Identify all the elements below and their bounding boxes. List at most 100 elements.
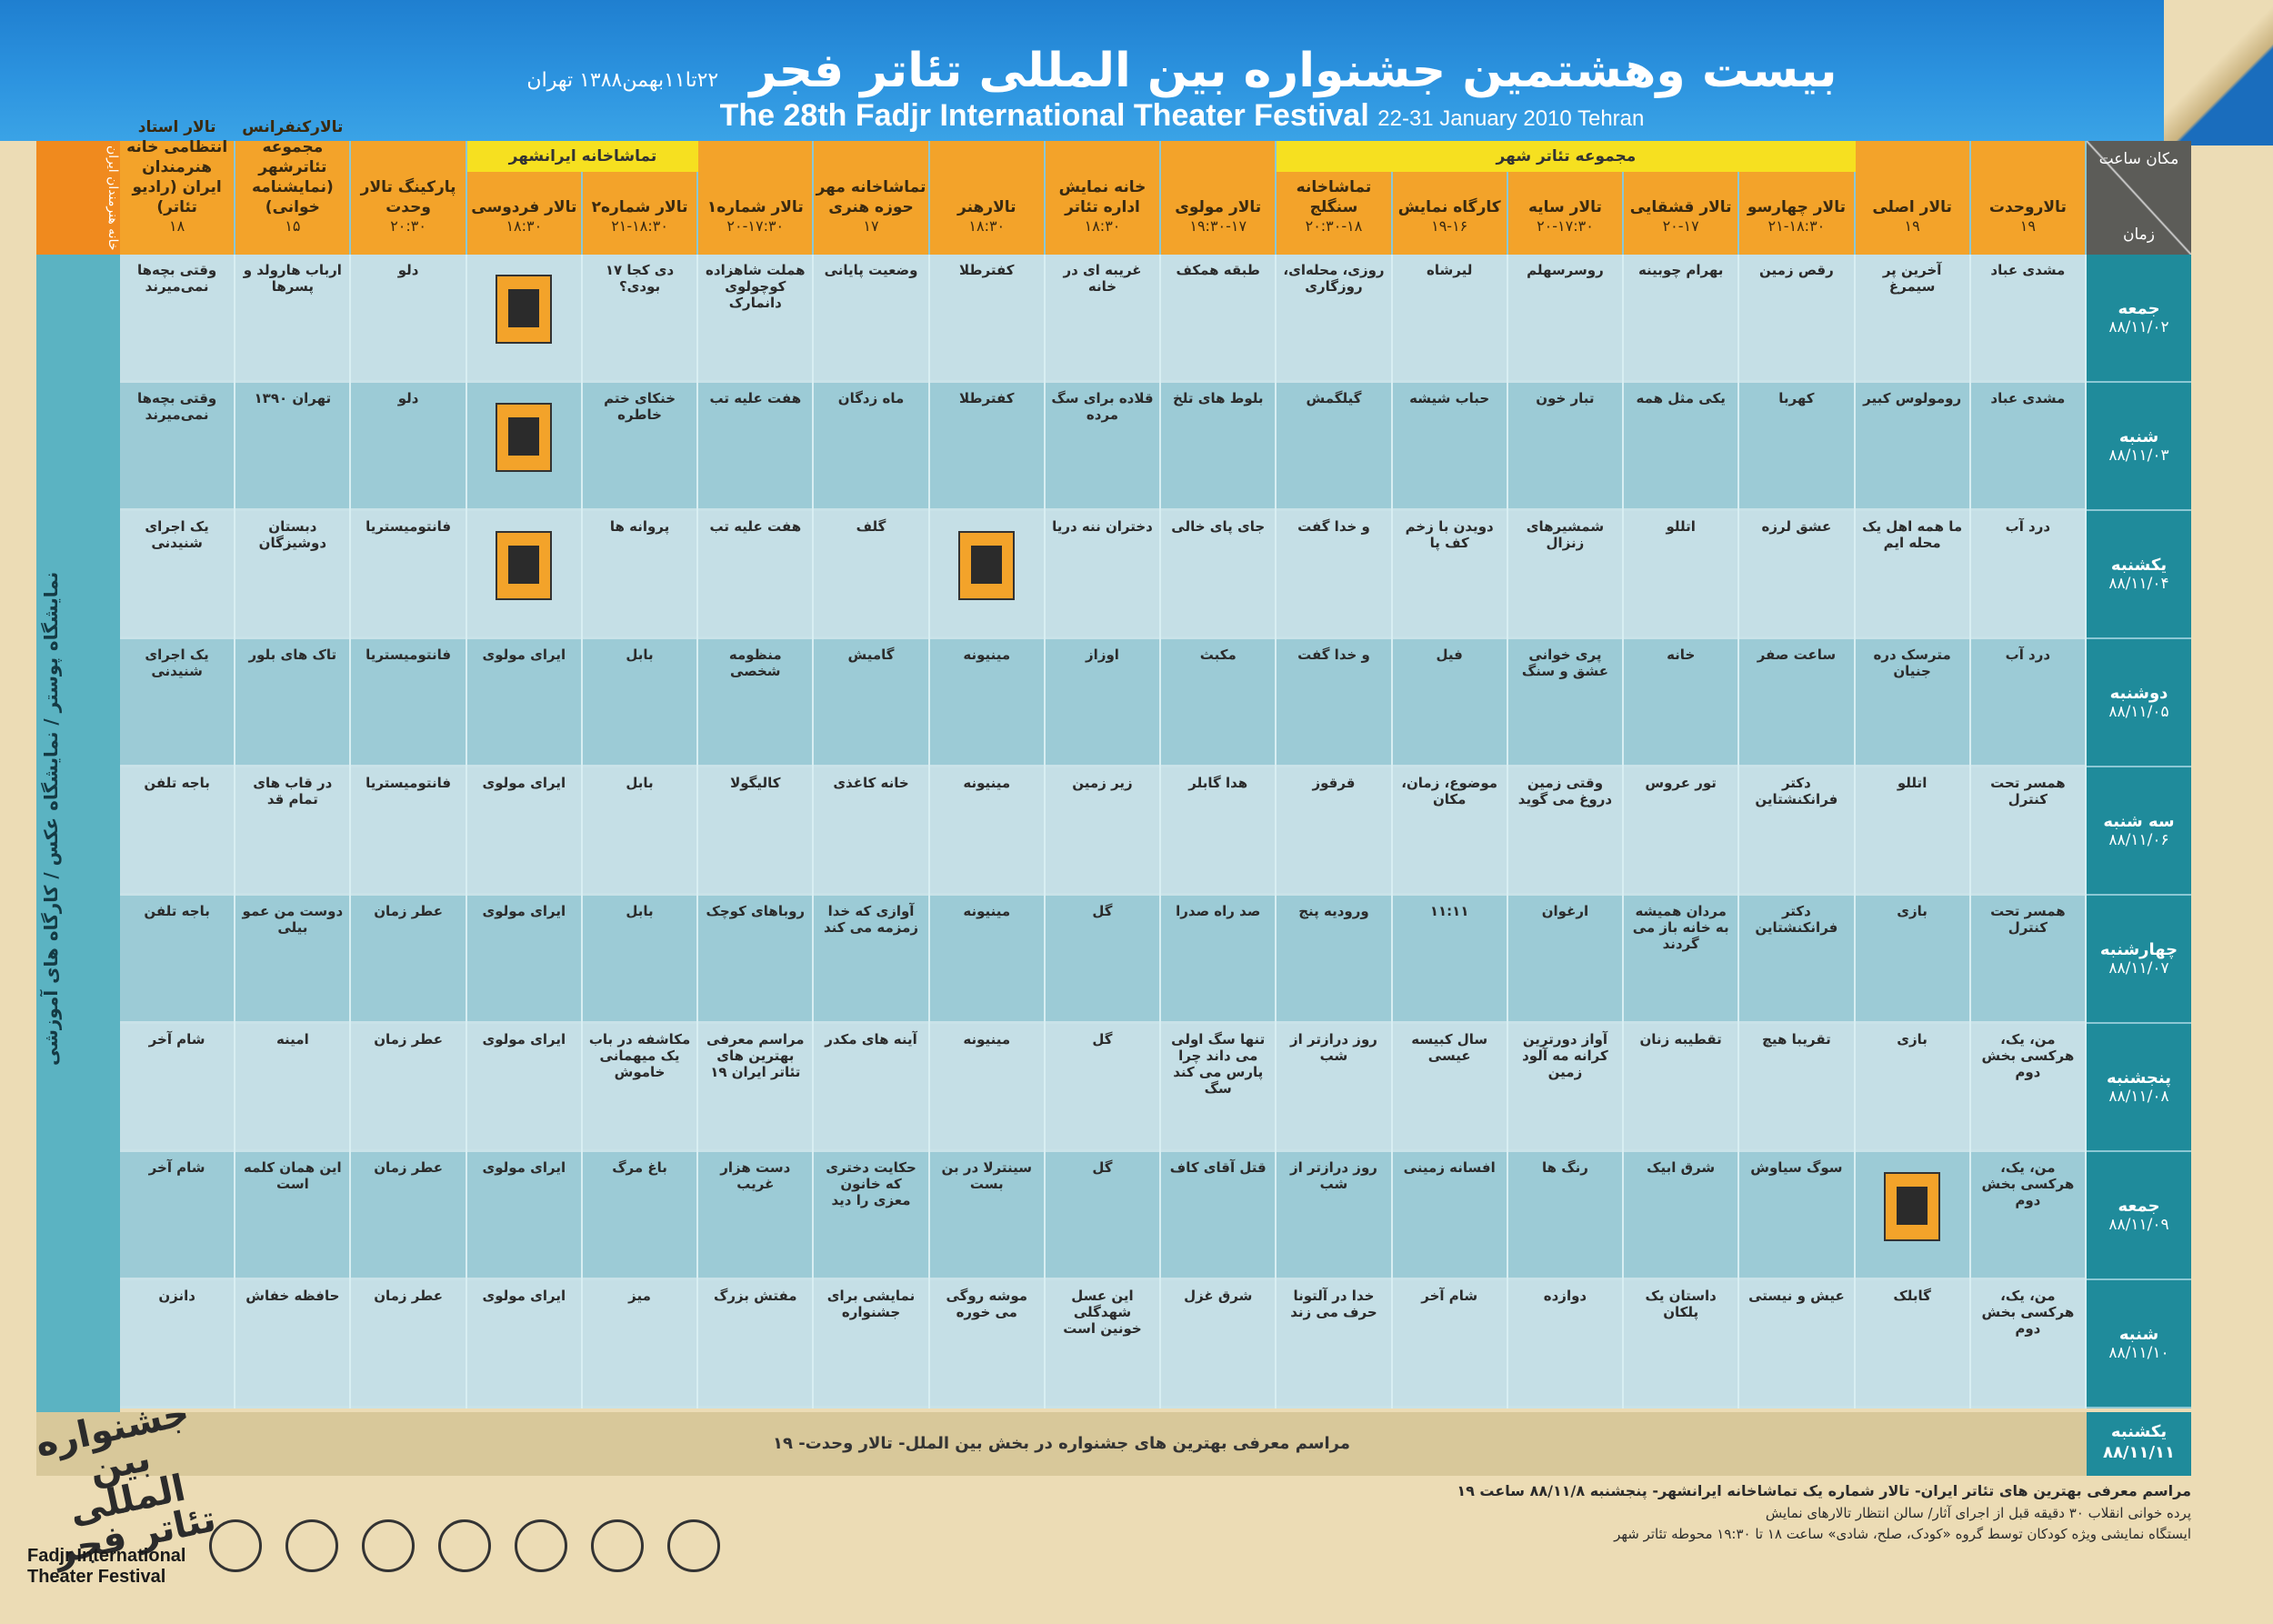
venue-name: تالار مولوی — [1175, 198, 1262, 217]
play-title: فانتومیستریا — [365, 647, 452, 663]
schedule-cell: گل — [1046, 896, 1162, 1024]
sponsor-logo-icon — [591, 1519, 644, 1572]
schedule-cell: تنها سگ اولی می داند چرا پارس می کند سگ — [1161, 1024, 1277, 1152]
day-label: سه شنبه ۸۸/۱۱/۰۶ — [2087, 767, 2191, 896]
play-title: بابل — [626, 775, 654, 791]
play-title: هملت شاهزاده کوچولوی دانمارک — [706, 262, 806, 311]
schedule-cell: مکبث — [1161, 639, 1277, 767]
play-title: و خدا گفت — [1297, 647, 1370, 663]
play-title: سوگ سیاوش — [1750, 1159, 1843, 1176]
play-title: مینیونه — [963, 1031, 1011, 1048]
schedule-cell: سال کبیسه عیسی — [1393, 1024, 1508, 1152]
schedule-cell: سوگ سیاوش — [1739, 1152, 1856, 1280]
schedule-cell: وقتی بچه‌ها نمی‌میرند — [120, 255, 236, 383]
schedule-cell: امینه — [235, 1024, 352, 1152]
schedule-cell: این همان کلمه است — [235, 1152, 352, 1280]
play-title: روباهای کوچک — [706, 903, 806, 919]
schedule-cell: دانزن — [120, 1280, 236, 1408]
schedule-cell: حکایت دختری که خانون معزی را دید — [814, 1152, 930, 1280]
play-title: مترسک دره جنیان — [1873, 647, 1951, 679]
play-title: کالیگولا — [730, 775, 781, 791]
venue-time: ۱۷ — [863, 217, 879, 236]
schedule-cell: شمشیرهای زنزال — [1508, 511, 1625, 639]
schedule-cell — [467, 383, 583, 511]
schedule-cell: میز — [583, 1280, 699, 1408]
festival-poster-icon — [496, 531, 553, 600]
venue-name: پارکینگ تالار وحدت — [360, 178, 456, 217]
schedule-cell: قلاده برای سگ مرده — [1046, 383, 1162, 511]
schedule-cell: خانه کاغذی — [814, 767, 930, 896]
schedule-cell — [1856, 1152, 1971, 1280]
play-title: خدا در آلتونا حرف می زند — [1290, 1288, 1377, 1320]
venue-name: تماشاخانه سنگلج — [1296, 178, 1372, 217]
venue-time: ۱۸:۳۰ — [968, 217, 1006, 236]
venue-name: تماشاخانه مهر حوزه هنری — [816, 178, 926, 217]
schedule-cell: بازی — [1856, 896, 1971, 1024]
title-english: The 28th Fadjr International Theater Fes… — [509, 98, 1855, 134]
banner-curl — [2164, 0, 2273, 145]
play-title: امینه — [275, 1031, 309, 1048]
schedule-cell: دکتر فرانکنشتاین — [1739, 896, 1856, 1024]
left-column-header: خانه هنرمندان ایران — [36, 141, 120, 255]
festival-signature-english: Fadjr International Theater Festival — [27, 1546, 186, 1587]
schedule-cell: درد آب — [1971, 511, 2087, 639]
festival-poster-icon — [496, 403, 553, 472]
play-title: افسانه زمینی — [1403, 1159, 1496, 1176]
venue-name: تالار چهارسو — [1747, 198, 1846, 217]
day-label: جمعه ۸۸/۱۱/۰۹ — [2087, 1152, 2191, 1280]
play-title: میز — [628, 1288, 651, 1304]
day-date: ۸۸/۱۱/۰۴ — [2108, 575, 2169, 593]
schedule-cell: مینیونه — [930, 896, 1046, 1024]
day-label: جمعه ۸۸/۱۱/۰۲ — [2087, 255, 2191, 383]
schedule-cell: دویدن با زخم کف پا — [1393, 511, 1508, 639]
schedule-cell: آوازی که خدا زمزمه می کند — [814, 896, 930, 1024]
schedule-cell: مینیونه — [930, 767, 1046, 896]
schedule-cell: هملت شاهزاده کوچولوی دانمارک — [698, 255, 815, 383]
play-title: مکبث — [1199, 647, 1237, 663]
closing-ceremony-row: مراسم معرفی بهترین های جشنواره در بخش بی… — [36, 1412, 2087, 1476]
schedule-cell: مشدی عباد — [1971, 255, 2087, 383]
venue-name: تالار شماره۲ — [591, 198, 688, 217]
play-title: مینیونه — [963, 903, 1011, 919]
schedule-cell: کالیگولا — [698, 767, 815, 896]
schedule-cell: بابل — [583, 767, 699, 896]
play-title: تاک های بلور — [248, 647, 337, 663]
schedule-cell: شرق ابیک — [1624, 1152, 1740, 1280]
day-label: چهارشنبه ۸۸/۱۱/۰۷ — [2087, 896, 2191, 1024]
play-title: عشق لرزه — [1761, 518, 1832, 535]
play-title: پروانه ها — [609, 518, 670, 535]
sponsor-logo-icon — [515, 1519, 567, 1572]
play-title: داستان یک پلکان — [1645, 1288, 1717, 1320]
venue-time: ۲۱-۱۸:۳۰ — [1767, 217, 1826, 236]
play-title: من، یک، هرکسی بخش دوم — [1981, 1288, 2075, 1337]
schedule-cell: ماه زدگان — [814, 383, 930, 511]
play-title: هفت علیه تب — [709, 390, 802, 406]
play-title: گلف — [856, 518, 886, 535]
play-title: موضوع، زمان، مکان — [1401, 775, 1498, 807]
schedule-cell: ۱۱:۱۱ — [1393, 896, 1508, 1024]
play-title: مینیونه — [963, 647, 1011, 663]
schedule-cell: گلف — [814, 511, 930, 639]
play-title: در قاب های تمام قد — [253, 775, 333, 807]
play-title: بازی — [1897, 903, 1928, 919]
venue-time: ۱۹ — [2019, 217, 2036, 236]
venue-time: ۱۹ — [1904, 217, 1920, 236]
schedule-cell: موضوع، زمان، مکان — [1393, 767, 1508, 896]
schedule-cell: و خدا گفت — [1277, 639, 1393, 767]
schedule-cell: مردان همیشه به خانه باز می گردند — [1624, 896, 1740, 1024]
venue-header: تالار شماره۱ ۲۰-۱۷:۳۰ — [698, 141, 815, 255]
play-title: اتللو — [1666, 518, 1696, 535]
play-title: دبستان دوشیزگان — [258, 518, 327, 551]
schedule-cell: منظومه شخصی — [698, 639, 815, 767]
day-label: شنبه ۸۸/۱۱/۱۰ — [2087, 1280, 2191, 1408]
day-name: چهارشنبه — [2099, 940, 2178, 959]
play-title: این همان کلمه است — [244, 1159, 342, 1192]
schedule-cell: مکاشفه در باب یک میهمانی خاموش — [583, 1024, 699, 1152]
venue-time: ۲۰:۳۰-۱۸ — [1305, 217, 1363, 236]
play-title: شرق غزل — [1184, 1288, 1253, 1304]
schedule-cell: قرقوز — [1277, 767, 1393, 896]
day-label: دوشنبه ۸۸/۱۱/۰۵ — [2087, 639, 2191, 767]
schedule-cell: من، یک، هرکسی بخش دوم — [1971, 1024, 2087, 1152]
schedule-cell: غریبه ای در خانه — [1046, 255, 1162, 383]
note-line-3: ایستگاه نمایشی ویژه کودکان توسط گروه «کو… — [1614, 1526, 2191, 1543]
